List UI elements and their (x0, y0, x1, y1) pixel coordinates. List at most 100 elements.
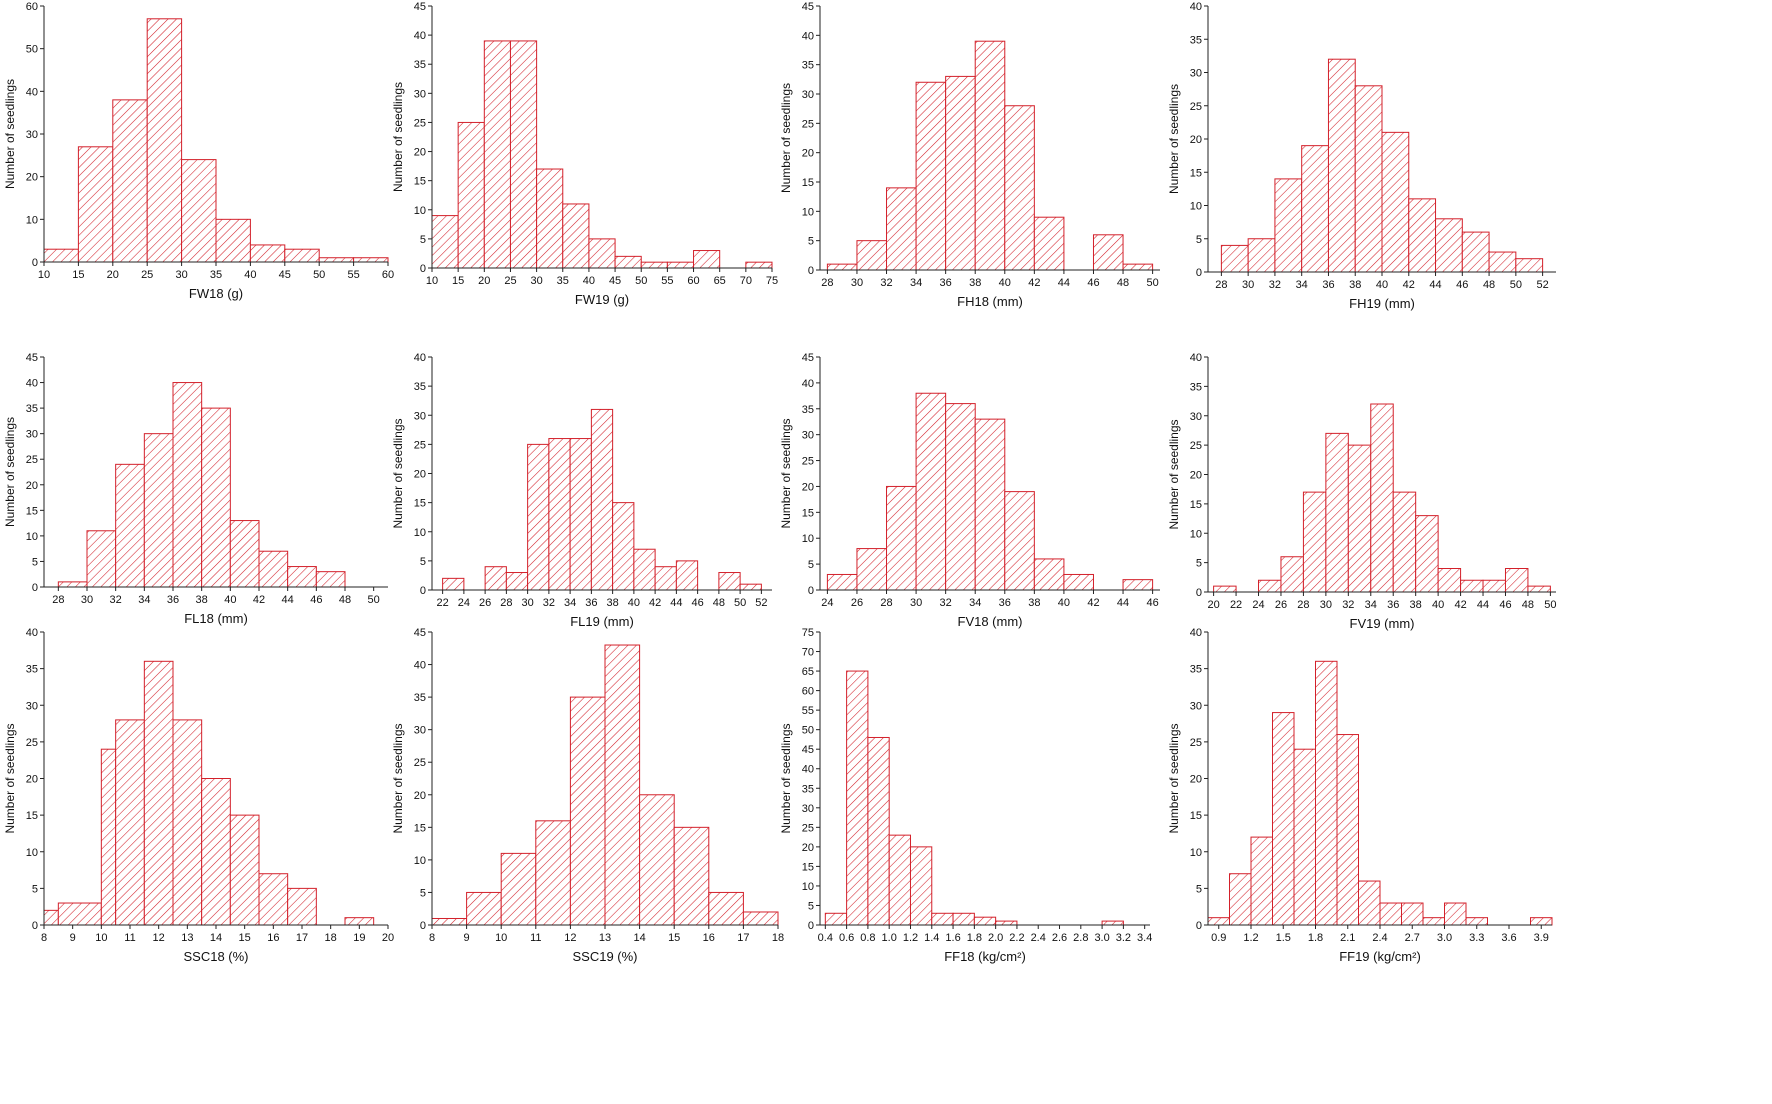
y-tick-label: 30 (802, 430, 814, 442)
x-tick-label: 34 (910, 277, 922, 289)
histogram-bar (1092, 234, 1124, 271)
y-tick-label: 10 (1190, 528, 1202, 540)
histogram-bar (1122, 263, 1154, 271)
y-tick-label: 25 (26, 454, 38, 466)
x-tick-label: 36 (999, 597, 1011, 609)
x-tick-label: 44 (1477, 599, 1489, 611)
y-tick-label: 5 (808, 559, 814, 571)
x-tick-label: 26 (1275, 599, 1287, 611)
histogram-bar (344, 917, 375, 926)
histogram-bar (1437, 568, 1462, 593)
histogram-bar (640, 261, 668, 269)
y-tick-label: 20 (414, 469, 426, 481)
x-tick-label: 16 (703, 932, 715, 944)
y-tick-label: 10 (414, 855, 426, 867)
y-axis-label: Number of seedlings (391, 418, 405, 528)
histogram-bar (77, 146, 114, 263)
y-tick-label: 30 (1190, 700, 1202, 712)
y-tick-label: 25 (802, 456, 814, 468)
y-tick-label: 0 (420, 920, 426, 932)
histogram-bar (536, 168, 564, 269)
x-tick-label: 15 (72, 269, 84, 281)
histogram-bar (1327, 58, 1356, 273)
y-tick-label: 20 (802, 481, 814, 493)
x-tick-label: 3.9 (1534, 932, 1549, 944)
x-tick-label: 30 (1320, 599, 1332, 611)
x-tick-label: 40 (583, 275, 595, 287)
y-axis-label: Number of seedlings (391, 723, 405, 833)
histogram-bar (1504, 568, 1529, 593)
histogram-bar (604, 644, 641, 926)
y-tick-label: 20 (1190, 134, 1202, 146)
histogram-panel: 0 5 10 15 20 25 30 35 40 45 24 26 28 30 32 34 36 38 40 42 44… (779, 352, 1160, 629)
histogram-bar (745, 261, 773, 269)
y-tick-label: 20 (26, 480, 38, 492)
x-tick-label: 1.2 (1243, 932, 1258, 944)
histogram-bar (115, 463, 145, 588)
y-tick-label: 10 (1190, 847, 1202, 859)
histogram-bar (1482, 579, 1506, 593)
x-tick-label: 48 (1522, 599, 1534, 611)
y-tick-label: 0 (1196, 267, 1202, 279)
histogram-bar (1444, 902, 1467, 926)
x-tick-label: 8 (41, 932, 47, 944)
y-tick-label: 20 (1190, 470, 1202, 482)
x-tick-label: 40 (244, 269, 256, 281)
y-tick-label: 15 (1190, 167, 1202, 179)
y-tick-label: 40 (802, 378, 814, 390)
y-tick-label: 5 (32, 556, 38, 568)
y-tick-label: 10 (26, 531, 38, 543)
histogram-bar (915, 392, 947, 591)
histogram-bar (509, 40, 538, 269)
histogram-bar (1354, 85, 1383, 273)
x-tick-label: 10 (38, 269, 50, 281)
x-tick-label: 60 (687, 275, 699, 287)
histogram-bar (431, 917, 468, 926)
x-tick-label: 30 (81, 594, 93, 606)
histogram-bar (43, 248, 79, 263)
x-tick-label: 55 (347, 269, 359, 281)
histogram-bar (1229, 873, 1252, 926)
y-tick-label: 30 (26, 700, 38, 712)
y-tick-label: 5 (32, 883, 38, 895)
y-tick-label: 50 (802, 725, 814, 737)
histogram-bar (457, 121, 485, 269)
x-axis-label: FV19 (mm) (1350, 616, 1415, 631)
y-tick-label: 45 (802, 352, 814, 364)
x-tick-label: 46 (1456, 279, 1468, 291)
x-tick-label: 1.8 (1308, 932, 1323, 944)
y-tick-label: 30 (802, 89, 814, 101)
x-tick-label: 28 (52, 594, 64, 606)
histogram-bar (1488, 251, 1517, 273)
histogram-bar (742, 911, 779, 926)
y-tick-label: 25 (26, 737, 38, 749)
histogram-bar (973, 916, 997, 926)
histogram-bar (1401, 902, 1424, 926)
histogram-bar (287, 887, 317, 926)
y-tick-label: 65 (802, 666, 814, 678)
y-tick-label: 40 (26, 86, 38, 98)
histogram-panel: 0 5 10 15 20 25 30 35 40 20 22 24 26 28 30 32 34 36 38 40 42… (1167, 352, 1557, 631)
x-tick-label: 35 (210, 269, 222, 281)
y-axis-label: Number of seedlings (779, 723, 793, 833)
x-tick-label: 22 (437, 597, 449, 609)
x-tick-label: 3.0 (1437, 932, 1452, 944)
histogram-bar (1392, 491, 1417, 593)
x-tick-label: 3.0 (1094, 932, 1109, 944)
histogram-bar (1336, 734, 1359, 926)
y-tick-label: 15 (802, 507, 814, 519)
y-tick-label: 30 (802, 803, 814, 815)
x-tick-label: 1.8 (967, 932, 982, 944)
x-tick-label: 16 (267, 932, 279, 944)
x-axis-label: FW19 (g) (575, 292, 629, 307)
y-tick-label: 10 (414, 527, 426, 539)
histogram-bar (974, 40, 1006, 271)
y-tick-label: 60 (26, 1, 38, 13)
x-tick-label: 52 (1536, 279, 1548, 291)
histogram-bar (739, 583, 762, 591)
x-tick-label: 8 (429, 932, 435, 944)
x-tick-label: 30 (910, 597, 922, 609)
x-tick-label: 30 (1242, 279, 1254, 291)
y-tick-label: 20 (26, 172, 38, 184)
y-tick-label: 45 (414, 627, 426, 639)
